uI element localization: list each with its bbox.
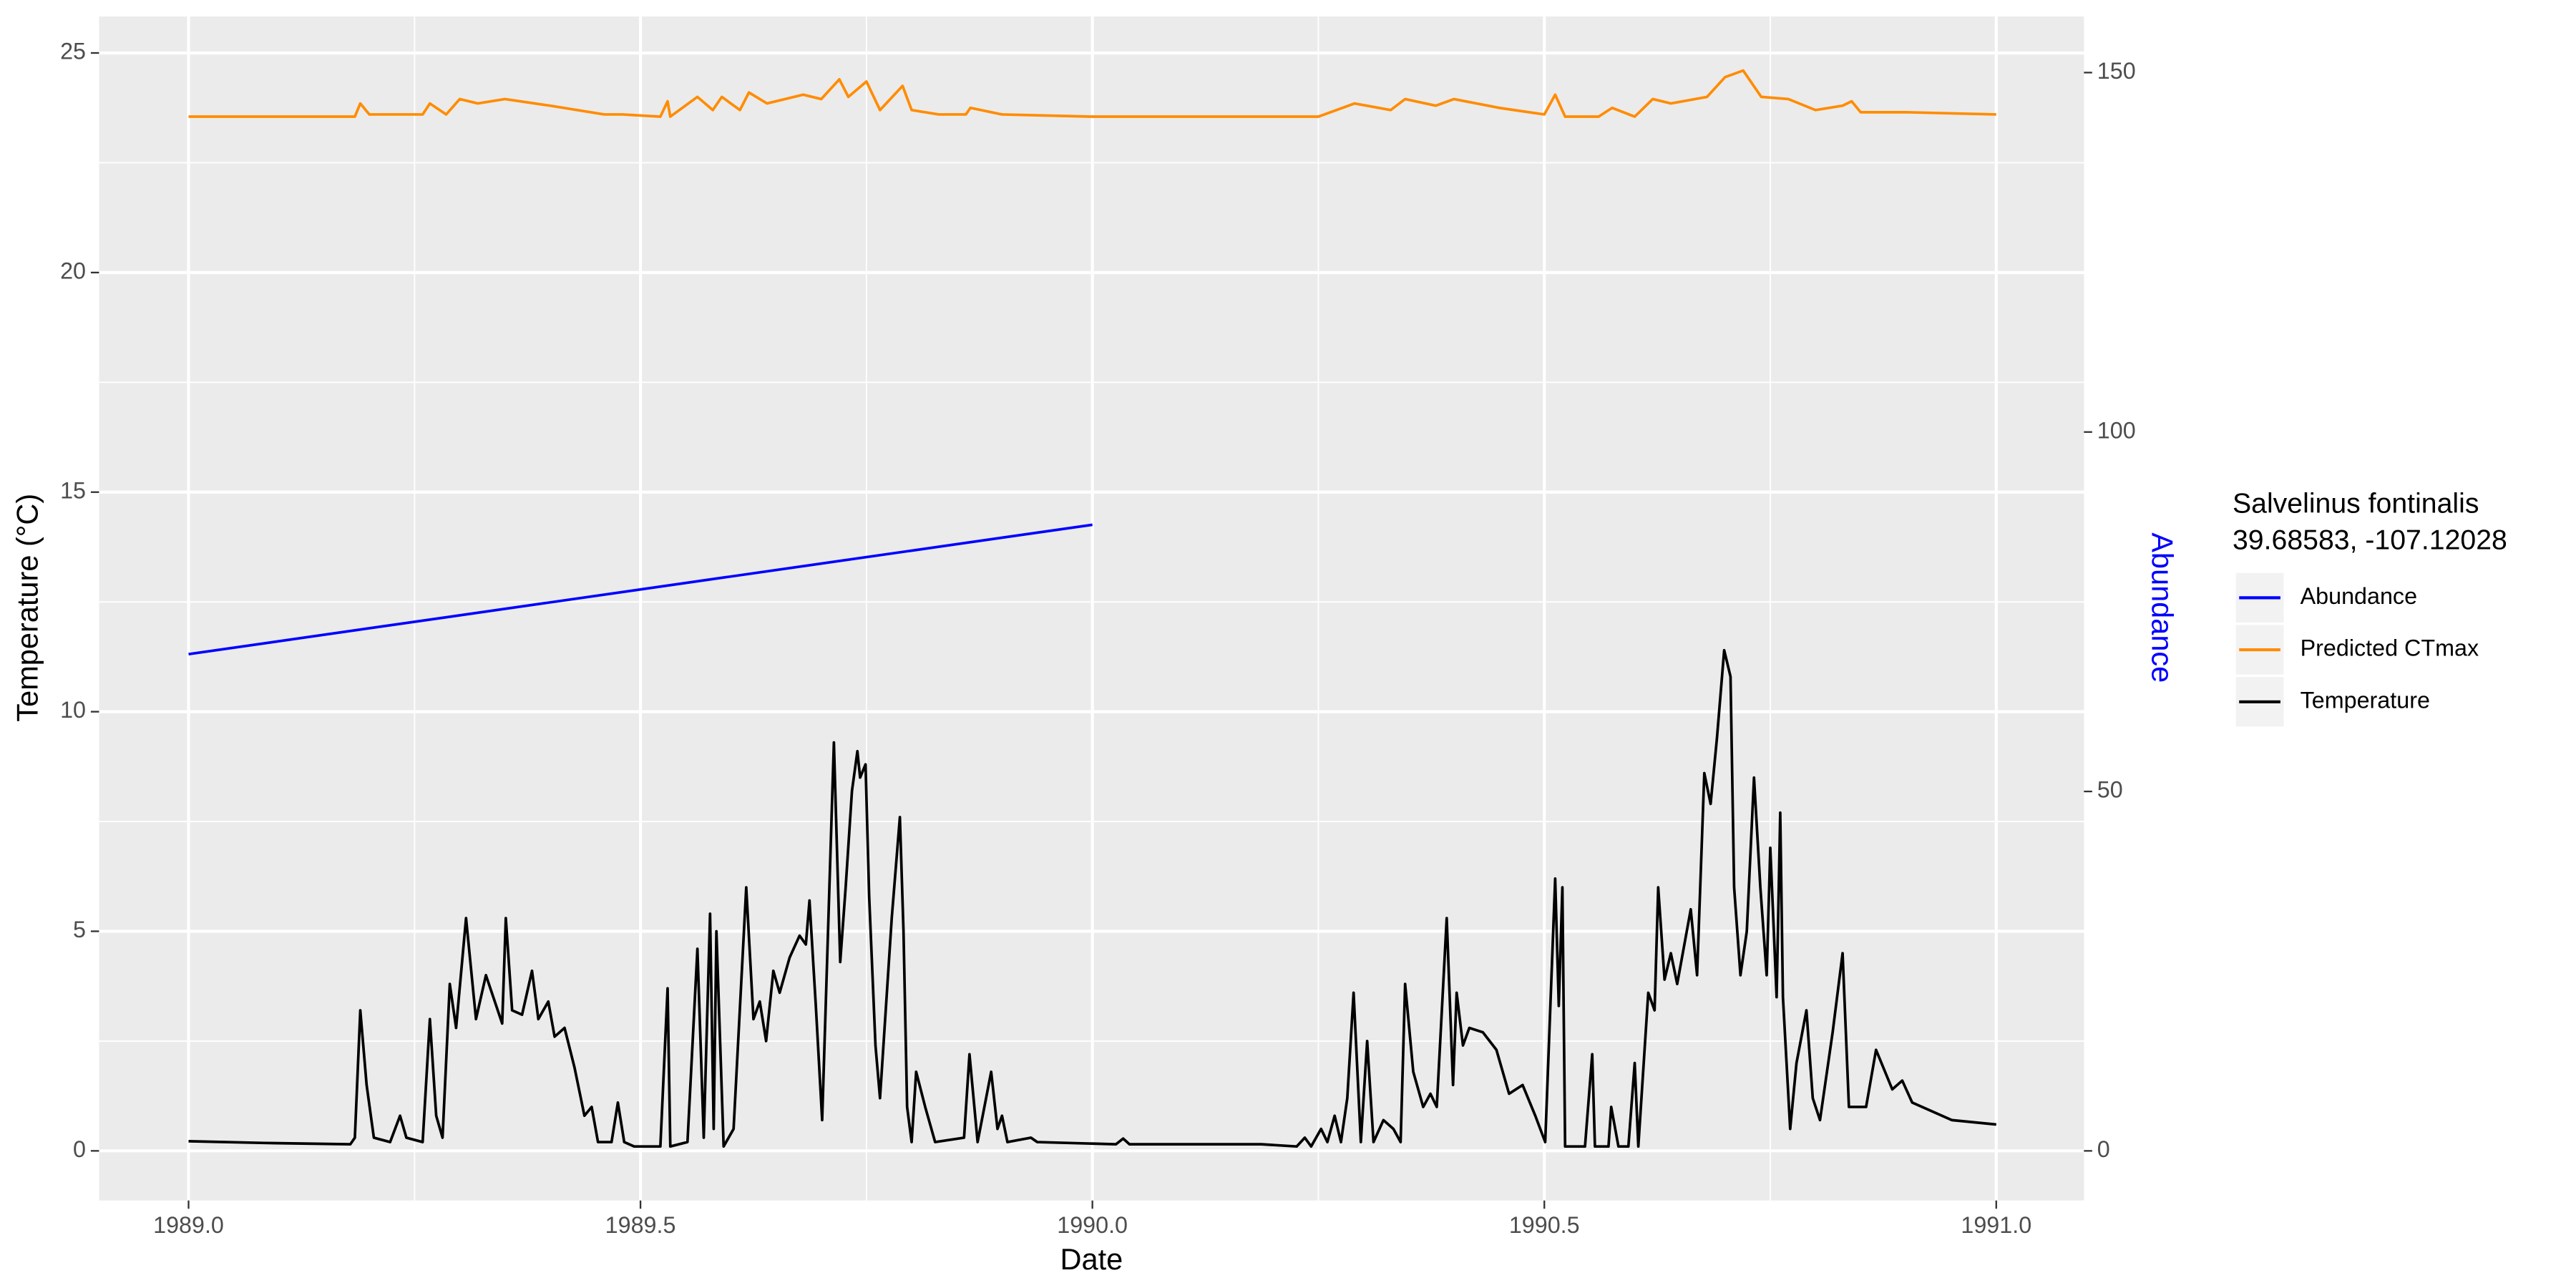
x-axis-label: Date [1060,1242,1123,1276]
y2-tick-label: 50 [2097,777,2123,803]
x-tick-label: 1990.0 [1057,1212,1128,1238]
legend-title: 39.68583, -107.12028 [2233,524,2507,555]
x-tick-label: 1989.0 [153,1212,224,1238]
series-line [188,648,1996,1148]
y-tick-label: 15 [60,477,86,503]
axes: 1989.0 1989.5 1990.0 1990.5 1991.0 0 5 10 15 20 25… [60,39,2136,1239]
lines [188,69,1996,1148]
y-tick-label: 20 [60,258,86,283]
series-line [188,523,1093,655]
y2-tick-label: 0 [2097,1136,2110,1162]
grid [99,16,2084,1201]
y2-tick-label: 100 [2097,417,2136,443]
legend-label: Temperature [2301,687,2430,713]
legend-label: Abundance [2301,583,2417,609]
legend-title: Salvelinus fontinalis [2233,488,2479,519]
x-tick-label: 1991.0 [1961,1212,2031,1238]
y2-tick-label: 150 [2097,58,2136,84]
y-tick-label: 5 [73,917,86,942]
x-tick-label: 1989.5 [605,1212,676,1238]
x-tick-label: 1990.5 [1509,1212,1580,1238]
legend-label: Predicted CTmax [2301,635,2479,661]
y-axis-label: Temperature (°C) [11,494,44,722]
y-tick-label: 10 [60,697,86,723]
y2-axis-label: Abundance [2145,532,2179,683]
y-tick-label: 25 [60,39,86,64]
y-tick-label: 0 [73,1136,86,1162]
legend: Salvelinus fontinalis 39.68583, -107.1202… [2233,488,2507,727]
series-line [188,69,1996,118]
